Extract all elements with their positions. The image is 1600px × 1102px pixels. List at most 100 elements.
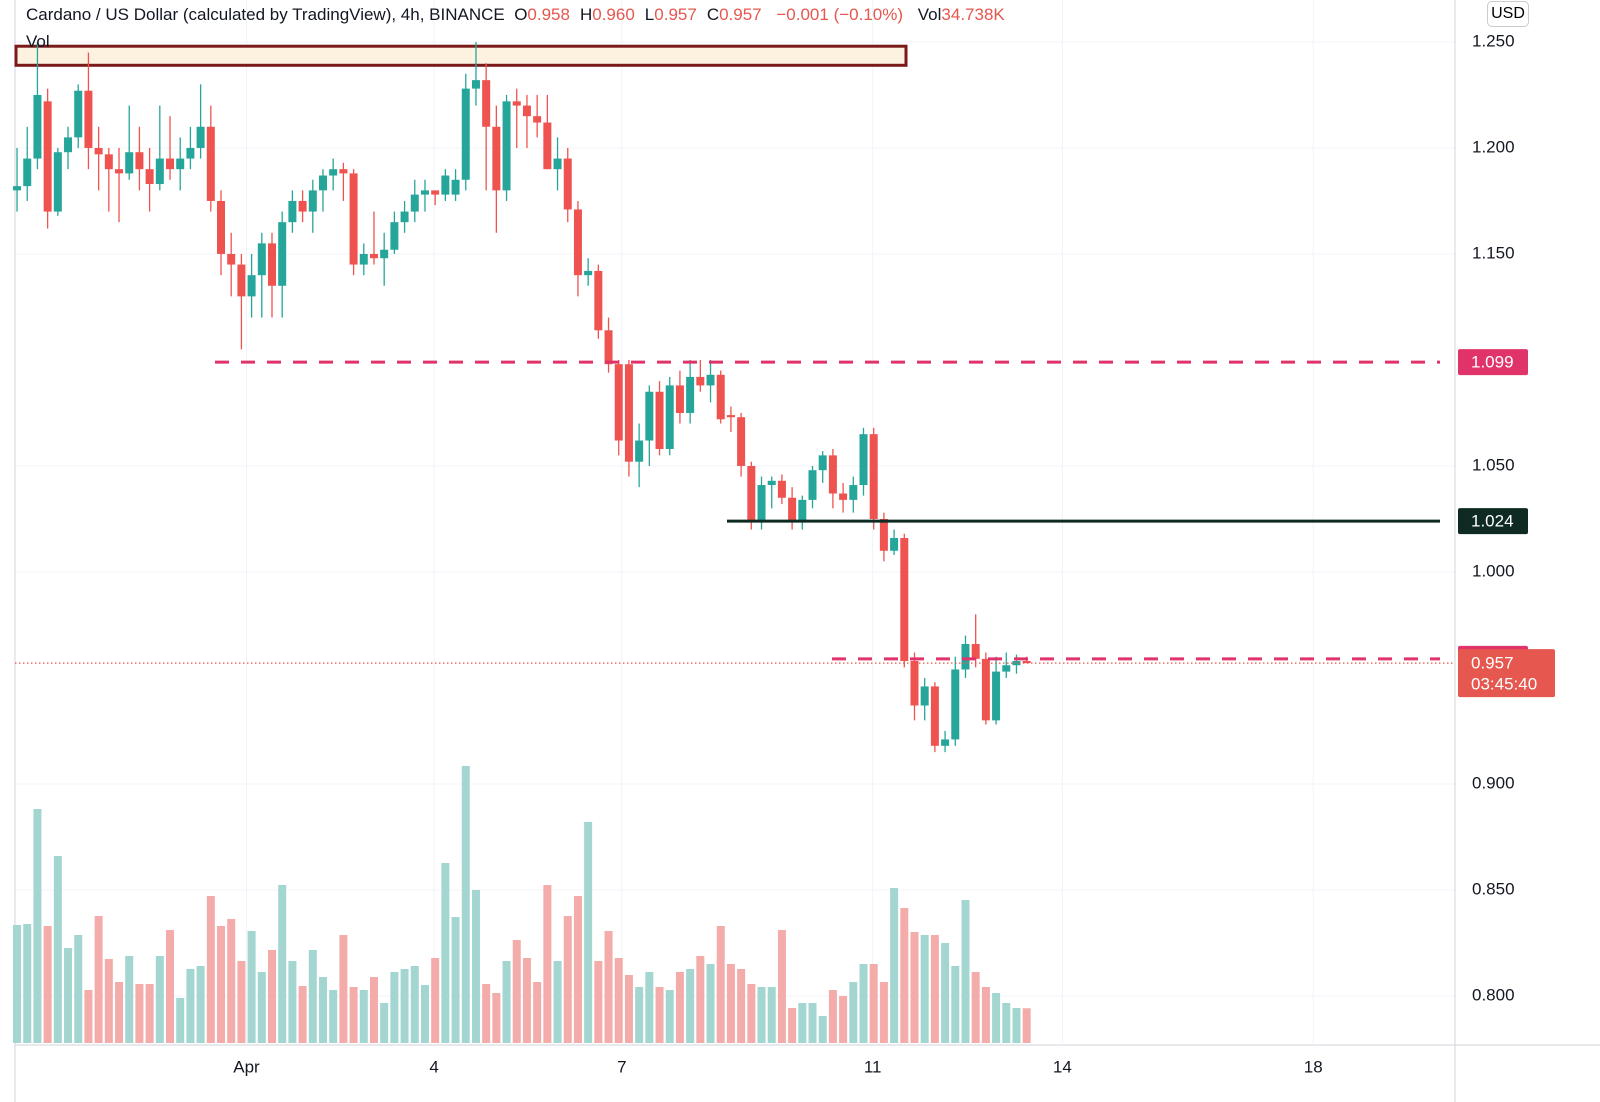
candle-body [594, 270, 603, 331]
candle-body [471, 80, 480, 89]
volume-bar [726, 964, 735, 1043]
volume-bar [135, 984, 144, 1043]
vol-value: 34.738K [941, 5, 1005, 24]
vol-key: Vol [917, 5, 942, 24]
y-tick-label: 1.200 [1472, 137, 1515, 156]
candle-body [441, 175, 450, 195]
candle-body [482, 80, 491, 127]
candle-body [206, 126, 215, 201]
volume-bar [217, 926, 226, 1043]
candle-body [410, 194, 419, 212]
candle-body [74, 90, 83, 138]
candle-body [798, 499, 807, 522]
candle-body [176, 158, 185, 170]
volume-bar [757, 987, 766, 1043]
volume-bar [1012, 1008, 1021, 1043]
volume-bar [859, 964, 868, 1043]
candle-body [104, 154, 113, 170]
candle-body [961, 644, 970, 670]
volume-bar [655, 987, 664, 1043]
volume-bar [879, 982, 888, 1043]
ohlc-value: 0.957 [719, 5, 762, 24]
candle-body [971, 644, 980, 659]
candle-body [716, 374, 725, 420]
symbol-title: Cardano / US Dollar (calculated by Tradi… [26, 5, 505, 24]
volume-bar [635, 987, 644, 1043]
candle-body [747, 465, 756, 522]
volume-bar [227, 919, 236, 1043]
candle-body [614, 364, 623, 441]
candle-body [298, 200, 307, 212]
candle-body [828, 455, 837, 494]
volume-bar [686, 969, 695, 1043]
candle-body [818, 455, 827, 471]
volume-bar [410, 966, 419, 1043]
volume-bar [818, 1016, 827, 1043]
volume-bar [369, 977, 378, 1043]
candle-body [267, 243, 276, 286]
candle-body [502, 101, 511, 191]
ohlc-key: L [644, 5, 655, 24]
volume-bar [94, 916, 103, 1043]
last-price-label: 0.957 [1471, 654, 1514, 673]
candle-body [227, 253, 236, 265]
candle-body [522, 105, 531, 117]
volume-bar [849, 982, 858, 1043]
candle-body [655, 391, 664, 449]
y-tick-label: 1.000 [1472, 561, 1515, 580]
candle-body [992, 671, 1001, 721]
volume-bar [431, 958, 440, 1043]
candle-body [849, 485, 858, 500]
candle-body [84, 90, 93, 148]
volume-bar [380, 1003, 389, 1043]
candle-body [767, 480, 776, 486]
countdown: 03:45:40 [1471, 675, 1537, 694]
candle-body [13, 186, 22, 191]
volume-bar [359, 990, 368, 1043]
volume-bar [624, 975, 633, 1043]
candle-body [808, 470, 817, 500]
volume-bar [196, 966, 205, 1043]
volume-bar [890, 888, 899, 1043]
candle-body [23, 158, 32, 187]
volume-bar [43, 926, 52, 1043]
candle-body [686, 376, 695, 413]
volume-bar [23, 924, 32, 1043]
volume-bar [941, 943, 950, 1043]
candle-body [43, 101, 52, 212]
x-tick-label: Apr [233, 1057, 260, 1076]
currency-button[interactable]: USD [1487, 1, 1529, 27]
last-price-badge [1458, 649, 1555, 698]
volume-bar [492, 993, 501, 1043]
volume-bar [798, 1003, 807, 1043]
volume-bar [257, 972, 266, 1043]
volume-bar [584, 822, 593, 1043]
ohlc-key: C [706, 5, 720, 24]
volume-bar [206, 896, 215, 1043]
candle-body [257, 243, 266, 276]
candle-body [166, 158, 175, 170]
candle-body [624, 364, 633, 462]
volume-bar [604, 931, 613, 1043]
candle-body [951, 669, 960, 740]
volume-bar [614, 958, 623, 1043]
candle-body [94, 147, 103, 155]
candle-body [329, 169, 338, 176]
volume-bar [675, 972, 684, 1043]
ohlc-value: 0.958 [527, 5, 570, 24]
candle-body [278, 222, 287, 286]
volume-bar [441, 863, 450, 1043]
candle-body [359, 253, 368, 265]
candle-body [512, 101, 521, 106]
volume-bar [288, 961, 297, 1043]
ohlc: O0.958 H0.960 L0.957 C0.957 [514, 5, 771, 24]
volume-bar [13, 925, 22, 1043]
volume-bar [665, 990, 674, 1043]
ohlc-key: H [579, 5, 593, 24]
candle-body [920, 686, 929, 706]
volume-bar [788, 1008, 797, 1043]
volume-bar [53, 856, 62, 1043]
volume-bar [247, 931, 256, 1043]
